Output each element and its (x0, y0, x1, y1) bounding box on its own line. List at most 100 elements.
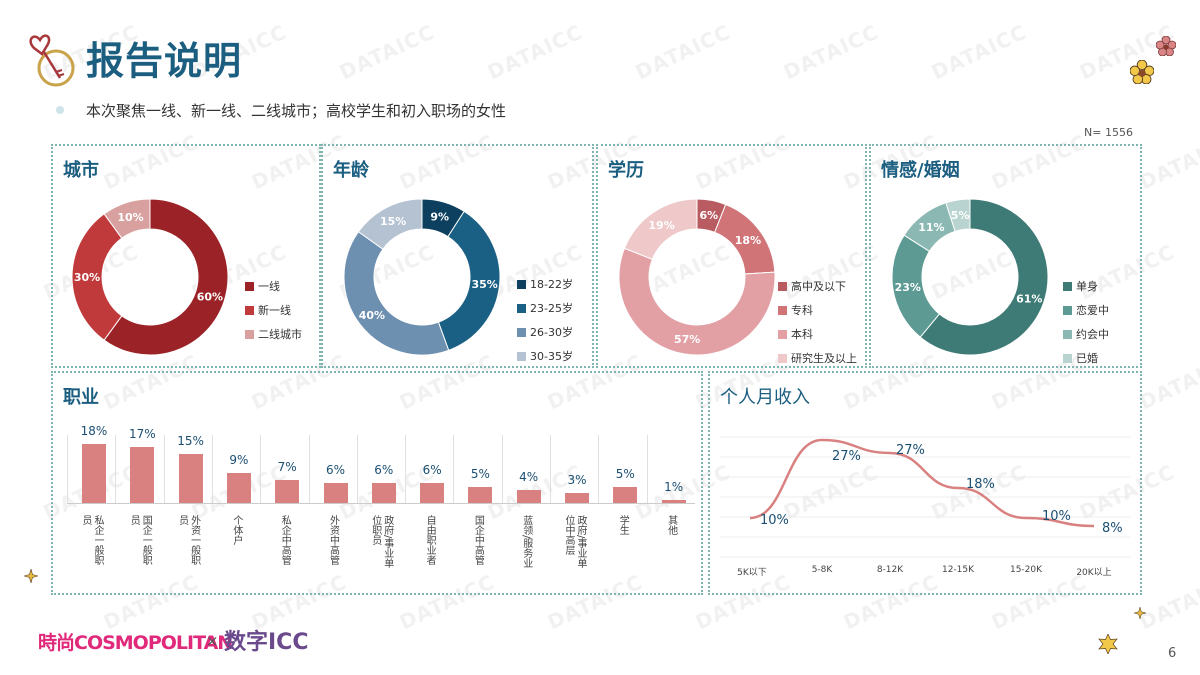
page-subtitle: 本次聚焦一线、新一线、二线城市；高校学生和初入职场的女性 (86, 102, 507, 120)
bar-category-label: 其他 (665, 515, 677, 535)
donut-slice (103, 198, 151, 239)
bar-value-label: 18% (80, 423, 108, 438)
bar-value-label: 6% (422, 463, 442, 478)
occupation-bar (420, 483, 445, 503)
watermark-text: DATAICC (1135, 569, 1200, 635)
grid-divider (67, 435, 68, 503)
occupation-bar (323, 483, 348, 503)
slice-label: 15% (380, 215, 406, 228)
city-donut-chart: 60% 30% 10% (71, 198, 229, 356)
age-panel: 年龄 9% 35% 40% 15% 18-22岁 23-25岁 26-30岁 30-35岁 (321, 144, 594, 368)
bar-category-label: 外资中高管 (327, 515, 339, 565)
legend-item: 本科 (778, 322, 857, 346)
slice-label: 57% (674, 333, 700, 346)
occupation-bar (178, 453, 203, 503)
bar-category-label: 政府/事业单 位中高层 (563, 515, 586, 569)
income-line-chart: 10% 27% 27% 18% 10% 8% 5K以下 5-8K 8-12K 12-15K 15-2… (710, 373, 1144, 597)
donut-slice (343, 231, 450, 356)
legend-swatch (778, 353, 787, 363)
six-point-star-icon (1098, 633, 1118, 658)
watermark-text: DATAICC (927, 19, 1031, 85)
dataicc-logo: 数字ICC (224, 630, 309, 655)
grid-divider (453, 435, 455, 503)
x-axis-label: 20K以上 (1076, 568, 1112, 578)
legend-label: 恋爱中 (1076, 304, 1109, 317)
grid-divider (501, 435, 503, 503)
legend-swatch (1063, 305, 1072, 315)
x-axis-line (67, 503, 695, 504)
grid-divider (405, 435, 407, 503)
grid-divider (598, 435, 600, 503)
legend-item: 高中及以下 (778, 274, 857, 298)
legend-label: 18-22岁 (530, 278, 573, 291)
legend-swatch (778, 329, 787, 339)
legend-label: 高中及以下 (791, 280, 846, 293)
grid-divider (163, 435, 165, 503)
slice-label: 19% (648, 219, 674, 232)
legend-label: 已婚 (1076, 352, 1098, 365)
donut-slice (919, 198, 1049, 356)
bar-value-label: 5% (615, 466, 635, 481)
donut-slice (357, 198, 423, 250)
age-title: 年龄 (333, 160, 369, 181)
occupation-bar (275, 479, 300, 503)
line-value-label: 10% (760, 513, 789, 528)
slice-label: 23% (895, 281, 921, 294)
page-title: 报告说明 (86, 39, 243, 83)
occupation-bar (82, 443, 106, 503)
legend-item: 新一线 (245, 298, 302, 322)
bar-value-label: 7% (277, 459, 297, 474)
occupation-bar (468, 486, 493, 503)
age-legend: 18-22岁 23-25岁 26-30岁 30-35岁 (517, 272, 573, 368)
key-heart-icon (26, 30, 82, 90)
legend-label: 本科 (791, 328, 813, 341)
line-value-label: 27% (832, 449, 861, 464)
legend-swatch (1063, 353, 1072, 363)
legend-item: 一线 (245, 274, 302, 298)
occupation-bar-chart: 18% 私企一般职 员 17% 国企一般职 员 15% 外资一般职 员 9% 个体户 7% 私企中… (53, 373, 705, 597)
collab-times: × (206, 632, 219, 650)
occupation-bar (226, 473, 251, 503)
city-title: 城市 (63, 160, 99, 181)
watermark-text: DATAICC (631, 19, 735, 85)
donut-slice (618, 247, 776, 356)
sample-size: N= 1556 (1084, 126, 1133, 139)
legend-label: 专科 (791, 304, 813, 317)
legend-item: 二线城市 (245, 322, 302, 346)
occupation-bar (516, 489, 541, 503)
bar-category-label: 政府/事业单 位职员 (369, 515, 393, 569)
donut-slice (945, 198, 971, 232)
occupation-title: 职业 (63, 387, 99, 408)
pink-flower-icon (1155, 35, 1177, 60)
legend-swatch (517, 279, 526, 289)
legend-label: 约会中 (1076, 328, 1109, 341)
education-panel: 学历 6% 18% 57% 19% 高中及以下 专科 本科 研究生及以上 (596, 144, 867, 368)
legend-label: 新一线 (258, 304, 291, 317)
donut-slice (623, 198, 698, 260)
legend-item: 单身 (1063, 274, 1109, 298)
x-axis-label: 8-12K (876, 565, 904, 575)
marital-panel: 情感/婚姻 61% 23% 11% 5% 单身 恋爱中 约会中 已婚 (869, 144, 1142, 368)
line-value-label: 8% (1102, 521, 1123, 536)
line-value-label: 18% (966, 477, 995, 492)
age-donut-chart: 9% 35% 40% 15% (343, 198, 501, 356)
slice-label: 61% (1016, 292, 1042, 305)
slice-label: 35% (471, 278, 497, 291)
bar-value-label: 9% (229, 453, 249, 468)
watermark-text: DATAICC (335, 19, 439, 85)
bar-category-label: 私企中高管 (279, 515, 291, 565)
grid-divider (646, 435, 648, 503)
income-line (749, 438, 1095, 528)
legend-label: 23-25岁 (530, 302, 573, 315)
legend-swatch (517, 303, 526, 313)
marital-donut-chart: 61% 23% 11% 5% (891, 198, 1049, 356)
bar-category-label: 国企一般职 员 (128, 515, 152, 565)
city-legend: 一线 新一线 二线城市 (245, 274, 302, 346)
city-panel: 城市 60% 30% 10% 一线新一线二线城市 (51, 144, 321, 368)
slice-label: 18% (735, 234, 761, 247)
x-axis-label: 12-15K (941, 565, 975, 575)
bar-value-label: 6% (374, 463, 394, 478)
yellow-flower-icon (1129, 59, 1155, 88)
legend-label: 26-30岁 (530, 326, 573, 339)
cosmopolitan-logo: 時尚COSMOPOLITAN (38, 632, 233, 654)
